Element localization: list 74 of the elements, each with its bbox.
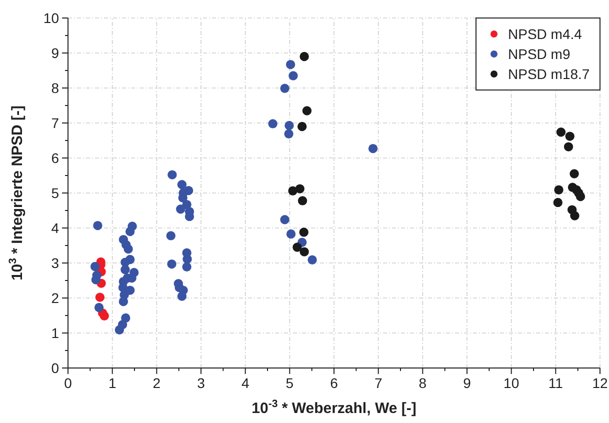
x-tick-label: 7 (374, 375, 382, 391)
x-tick-label: 8 (418, 375, 427, 391)
x-tick-label: 0 (64, 375, 72, 391)
y-tick-label: 8 (51, 80, 60, 96)
point (177, 292, 187, 301)
point (368, 144, 378, 154)
x-axis-title: 10$^{-3}$ * Weberzahl, We [-] (252, 398, 416, 417)
legend-label: NPSD m4.4 (508, 26, 582, 42)
y-tick-label: 6 (51, 150, 60, 166)
point (176, 204, 186, 214)
point (284, 120, 294, 130)
y-tick-label: 3 (51, 254, 60, 271)
legend-label: NPSD m9 (508, 46, 570, 62)
x-tick-label: 4 (241, 375, 250, 391)
point (114, 325, 124, 334)
point (94, 302, 104, 312)
point (182, 262, 192, 272)
point (570, 211, 580, 220)
point (288, 186, 298, 196)
y-tick-label: 2 (51, 290, 60, 306)
y-tick-label: 0 (51, 360, 60, 376)
point (125, 226, 135, 236)
point (90, 262, 100, 272)
point (177, 180, 187, 190)
point (299, 228, 308, 237)
point (120, 265, 130, 274)
point (300, 247, 309, 256)
point (298, 196, 308, 206)
x-tick-label: 6 (330, 375, 338, 391)
point (118, 282, 128, 292)
point (284, 129, 294, 138)
point (93, 220, 102, 230)
y-tick-label: 9 (51, 44, 60, 61)
point (124, 244, 133, 254)
x-tick-label: 9 (463, 375, 472, 391)
x-tick-label: 10 (504, 375, 520, 391)
y-tick-label: 4 (51, 220, 60, 236)
point (288, 71, 298, 80)
point (286, 229, 296, 239)
point (554, 185, 564, 194)
point (302, 106, 312, 116)
x-tick-label: 3 (197, 375, 206, 391)
legend-label: NPSD m18.7 (508, 66, 590, 82)
point (280, 84, 290, 93)
point (182, 254, 192, 264)
point (95, 292, 105, 302)
point (556, 128, 566, 137)
point (576, 192, 586, 202)
x-tick-label: 2 (152, 375, 161, 391)
point (268, 119, 278, 128)
point (297, 122, 307, 132)
y-tick-label: 10 (43, 10, 60, 26)
point (564, 142, 574, 152)
point (100, 311, 109, 320)
point (168, 170, 177, 180)
point (118, 296, 128, 306)
x-tick-label: 11 (548, 375, 564, 391)
y-tick-label: 5 (51, 184, 60, 201)
x-tick-label: 1 (108, 375, 116, 391)
point (286, 60, 296, 70)
y-tick-label: 7 (51, 114, 60, 131)
x-tick-label: 12 (592, 375, 608, 391)
point (280, 215, 290, 224)
point (565, 132, 574, 141)
point (300, 52, 309, 62)
y-tick-label: 1 (51, 324, 60, 341)
point (553, 198, 562, 208)
point (292, 242, 302, 252)
x-tick-label: 5 (286, 375, 294, 391)
point (570, 169, 579, 178)
point (125, 254, 135, 264)
point (167, 259, 176, 269)
point (308, 255, 317, 264)
point (166, 231, 176, 240)
